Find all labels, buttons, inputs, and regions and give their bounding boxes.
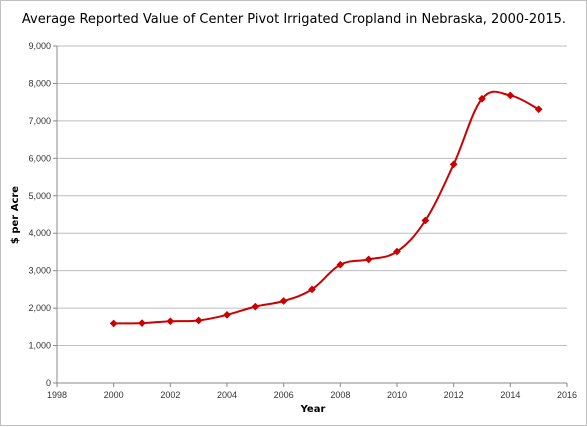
x-tick-label: 2014 bbox=[500, 390, 520, 400]
data-point-marker bbox=[449, 160, 458, 169]
x-tick-label: 2002 bbox=[160, 390, 180, 400]
x-tick-label: 2006 bbox=[274, 390, 294, 400]
data-point-marker bbox=[393, 247, 401, 256]
x-tick-label: 2008 bbox=[330, 390, 350, 400]
series-line bbox=[113, 90, 540, 325]
axes bbox=[53, 45, 568, 387]
y-tick-label: 6,000 bbox=[28, 153, 51, 163]
y-axis-label: $ per Acre bbox=[10, 186, 21, 244]
data-point-marker bbox=[251, 302, 260, 311]
data-point-marker bbox=[534, 105, 543, 114]
data-point-marker bbox=[308, 285, 316, 294]
data-point-marker bbox=[279, 297, 288, 305]
data-point-marker bbox=[506, 91, 515, 100]
x-tick-label: 2016 bbox=[557, 390, 577, 400]
x-axis-label: Year bbox=[300, 404, 326, 415]
y-tick-label: 8,000 bbox=[28, 78, 51, 88]
data-point-marker bbox=[223, 310, 231, 319]
y-tick-label: 4,000 bbox=[28, 228, 51, 238]
y-tick-label: 0 bbox=[46, 378, 51, 388]
x-tick-label: 2012 bbox=[444, 390, 464, 400]
data-point-marker bbox=[336, 260, 345, 269]
gridlines bbox=[57, 45, 567, 347]
y-tick-label: 1,000 bbox=[28, 341, 51, 351]
y-tick-label: 7,000 bbox=[28, 116, 51, 126]
x-tick-label: 1998 bbox=[47, 390, 67, 400]
data-point-marker bbox=[364, 255, 373, 264]
data-point-marker bbox=[166, 317, 175, 326]
y-tick-label: 5,000 bbox=[28, 191, 51, 201]
x-axis-ticks: 1998 2000 2002 2004 2006 2008 2010 2012 2014 2016 bbox=[47, 390, 577, 400]
x-tick-label: 2010 bbox=[387, 390, 407, 400]
data-point-marker bbox=[421, 216, 430, 225]
chart-title: Average Reported Value of Center Pivot I… bbox=[22, 12, 566, 27]
y-tick-label: 2,000 bbox=[28, 303, 51, 313]
series-layer bbox=[109, 90, 543, 328]
y-tick-label: 3,000 bbox=[28, 266, 51, 276]
y-axis-ticks: 0 1,000 2,000 3,000 4,000 5,000 6,000 7,000 8,00… bbox=[28, 41, 51, 388]
x-tick-label: 2004 bbox=[217, 390, 237, 400]
data-point-marker bbox=[138, 319, 146, 328]
data-point-marker bbox=[109, 319, 118, 328]
data-point-marker bbox=[194, 316, 203, 325]
data-point-marker bbox=[478, 94, 486, 103]
y-tick-label: 9,000 bbox=[28, 41, 51, 51]
x-tick-label: 2000 bbox=[104, 390, 124, 400]
